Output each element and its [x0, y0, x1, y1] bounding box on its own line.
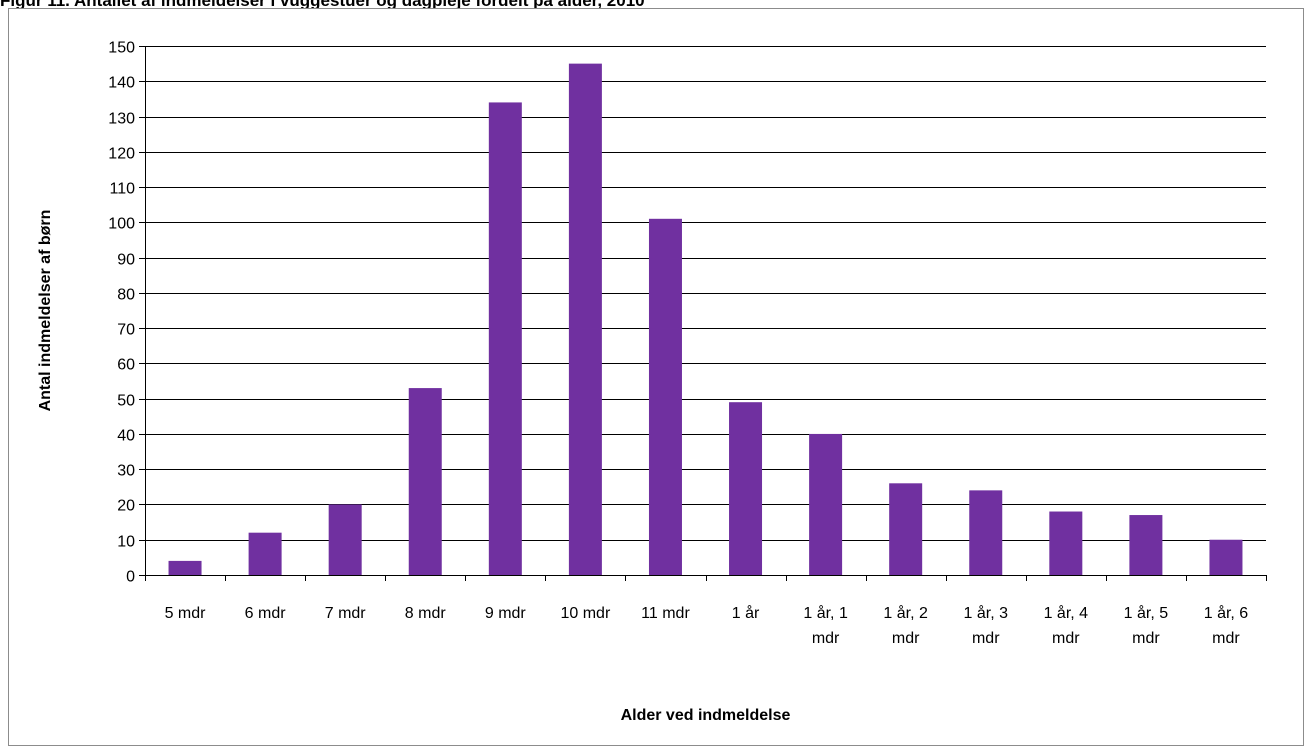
- x-tick-label: 1 år: [732, 604, 760, 622]
- y-tick-label: 0: [126, 569, 135, 586]
- x-tick-label: 6 mdr: [245, 605, 287, 622]
- y-tick-label: 100: [108, 216, 135, 233]
- x-tick-label: 5 mdr: [165, 605, 207, 622]
- bar: [648, 218, 682, 575]
- x-tick-label: 10 mdr: [560, 605, 610, 622]
- y-tick-label: 150: [108, 40, 135, 57]
- x-tick-label: 8 mdr: [405, 605, 447, 622]
- x-tick-label: 1 år, 2 mdr: [883, 604, 928, 647]
- bar: [1209, 539, 1243, 575]
- x-axis-title: Alder ved indmeldelse: [621, 707, 791, 724]
- bar: [568, 63, 602, 576]
- y-tick-label: 110: [109, 181, 135, 198]
- figure-title: Figur 11. Antallet af indmeldelser i vug…: [0, 0, 645, 10]
- bar: [889, 483, 923, 575]
- y-tick-label: 50: [117, 393, 135, 410]
- x-tick-label: 1 år, 1 mdr: [803, 604, 848, 647]
- bar: [488, 102, 522, 575]
- bar: [969, 490, 1003, 575]
- gridlines: [145, 46, 1266, 541]
- x-tick-label: 1 år, 6 mdr: [1204, 604, 1249, 647]
- y-axis-title: Antal indmeldelser af børn: [37, 210, 54, 412]
- y-tick-label: 70: [117, 322, 135, 339]
- bar: [729, 402, 763, 575]
- y-tick-label: 120: [108, 146, 135, 163]
- x-tick-label: 1 år, 5 mdr: [1124, 604, 1169, 647]
- y-tick-label: 90: [117, 252, 135, 269]
- bar: [1129, 515, 1163, 575]
- bar: [248, 532, 282, 575]
- bar: [408, 388, 442, 575]
- y-tick-label: 140: [108, 75, 135, 92]
- x-tick-label: 1 år, 3 mdr: [964, 604, 1009, 647]
- y-tick-label: 60: [117, 357, 135, 374]
- y-tick-labels: 0 10 20 30 40 50 60 70 80 90 100 110 120 130 140 150: [108, 40, 135, 586]
- y-tick-label: 30: [117, 463, 135, 480]
- y-tick-label: 10: [117, 534, 135, 551]
- x-tick-labels: 5 mdr 6 mdr 7 mdr 8 mdr 9 mdr 10 mdr 11 mdr 1 å…: [165, 604, 1249, 647]
- axes: [139, 46, 1267, 581]
- y-tick-label: 20: [117, 498, 135, 515]
- x-tick-label: 11 mdr: [641, 605, 690, 622]
- x-tick-label: 1 år, 4 mdr: [1044, 604, 1089, 647]
- bars: [168, 63, 1243, 576]
- bar: [809, 433, 843, 575]
- bar: [168, 560, 202, 575]
- y-tick-label: 40: [117, 428, 135, 445]
- y-tick-label: 80: [117, 287, 135, 304]
- x-tick-label: 7 mdr: [325, 605, 367, 622]
- bar: [328, 504, 362, 575]
- y-tick-label: 130: [108, 111, 135, 128]
- bar: [1049, 511, 1083, 575]
- x-tick-label: 9 mdr: [485, 605, 527, 622]
